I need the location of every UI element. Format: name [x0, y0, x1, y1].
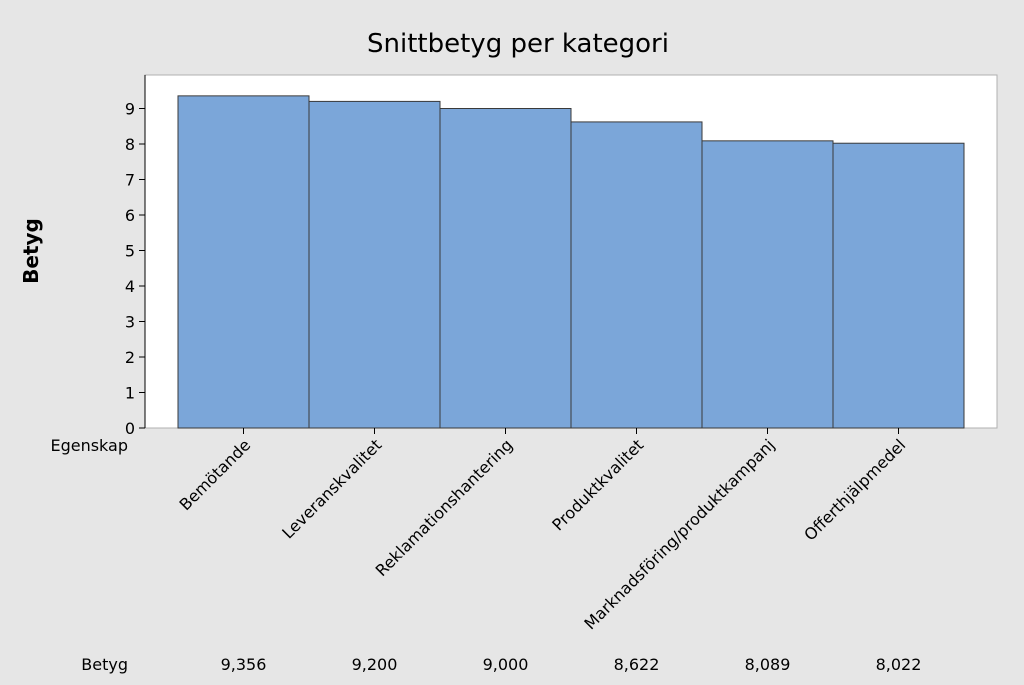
y-tick-label: 0 [125, 419, 135, 438]
x-tick-label: Offerthjälpmedel [800, 435, 909, 544]
y-tick-label: 2 [125, 348, 135, 367]
value-label: 8,022 [876, 655, 922, 674]
value-label: 8,622 [614, 655, 660, 674]
x-axis-title: Egenskap [50, 436, 128, 455]
value-label: 9,356 [221, 655, 267, 674]
x-tick-label: Leveranskvalitet [278, 435, 385, 542]
x-tick-label: Reklamationshantering [372, 435, 517, 580]
y-tick-label: 6 [125, 206, 135, 225]
y-axis-title: Betyg [19, 218, 43, 284]
bar [832, 142, 965, 429]
bar [308, 100, 441, 429]
table-row-label: Betyg [81, 655, 128, 674]
y-tick-label: 8 [125, 135, 135, 154]
x-tick-label: Bemötande [176, 435, 255, 514]
value-label: 9,200 [352, 655, 398, 674]
bar [439, 108, 572, 429]
bar [570, 121, 703, 429]
y-tick-label: 4 [125, 277, 135, 296]
y-tick-label: 7 [125, 171, 135, 190]
chart-title: Snittbetyg per kategori [367, 29, 669, 59]
bar [177, 95, 310, 429]
bar [701, 140, 834, 429]
value-label: 8,089 [745, 655, 791, 674]
y-tick-label: 3 [125, 313, 135, 332]
y-tick-label: 1 [125, 384, 135, 403]
y-tick-label: 9 [125, 100, 135, 119]
value-label: 9,000 [483, 655, 529, 674]
x-tick-label: Produktkvalitet [548, 435, 647, 534]
y-tick-label: 5 [125, 242, 135, 261]
